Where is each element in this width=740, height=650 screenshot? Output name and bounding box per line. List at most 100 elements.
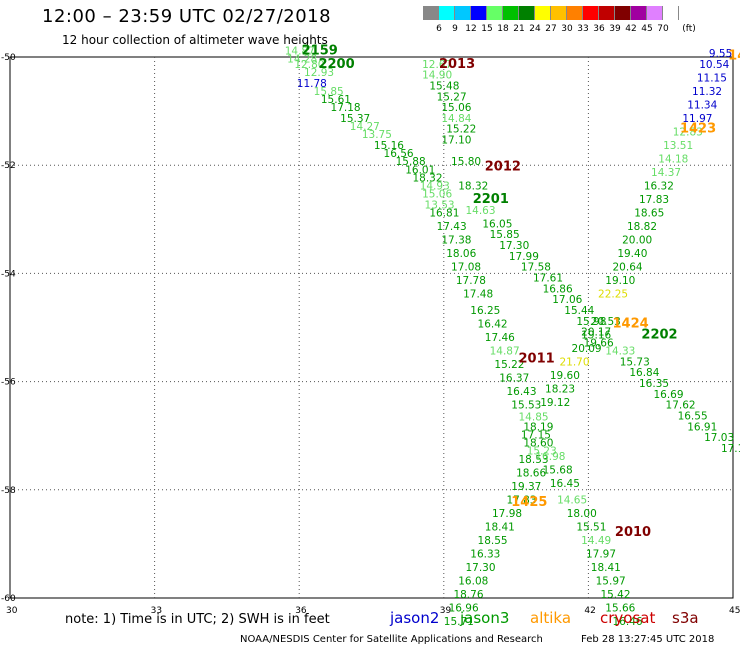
wave-height-value: 16.42: [478, 319, 508, 331]
wave-height-value: 13.75: [362, 129, 392, 141]
wave-height-value: 15.42: [600, 589, 630, 601]
footer-timestamp: Feb 28 13:27:45 UTC 2018: [581, 634, 715, 645]
wave-height-value: 20.53: [591, 316, 621, 328]
wave-height-value: 18.82: [627, 221, 657, 233]
legend-swatch-label: 36: [593, 24, 605, 34]
page-subtitle: 12 hour collection of altimeter wave hei…: [62, 33, 328, 47]
pass-time-label: 2011: [519, 352, 555, 367]
lat-tick-label: -60: [1, 594, 16, 604]
wave-height-value: 19.16: [581, 329, 611, 341]
satellite-label-s3a: s3a: [672, 609, 699, 627]
legend-swatch-label: 42: [625, 24, 637, 34]
wave-height-value: 11.32: [692, 86, 722, 98]
wave-height-value: 17.61: [533, 273, 563, 285]
wave-height-value: 15.73: [620, 356, 650, 368]
wave-height-value: 15.68: [543, 465, 573, 477]
wave-height-value: 17.99: [509, 251, 539, 263]
legend-swatch-label: 6: [436, 24, 442, 34]
wave-height-value: 16.81: [429, 208, 459, 220]
legend-swatch-label: 24: [529, 24, 541, 34]
legend-swatch: [663, 6, 679, 20]
wave-height-value: 16.86: [543, 283, 573, 295]
wave-height-value: 16.46: [613, 616, 643, 628]
wave-height-value: 18.41: [485, 521, 515, 533]
wave-height-value: 15.61: [321, 94, 351, 106]
footer-credit: NOAA/NESDIS Center for Satellite Applica…: [240, 634, 543, 645]
pass-time-label: 2013: [439, 57, 475, 72]
wave-height-value: 18.19: [523, 421, 553, 433]
wave-height-value: 15.48: [429, 80, 459, 92]
wave-height-value: 15.88: [396, 156, 426, 168]
wave-height-value: 17.38: [441, 235, 471, 247]
wave-height-value: 15.98: [576, 316, 606, 328]
wave-height-value: 11.34: [687, 99, 717, 111]
wave-height-value: 15.53: [511, 400, 541, 412]
legend-swatch-label: 21: [513, 24, 525, 34]
wave-height-value: 18.65: [634, 208, 664, 220]
legend-swatch: [631, 6, 647, 20]
wave-height-value: 16.33: [470, 548, 500, 560]
wave-height-value: 14.84: [441, 113, 471, 125]
legend-unit: (ft): [682, 24, 696, 34]
lat-tick-label: -50: [1, 53, 16, 63]
pass-time-label: 2010: [615, 525, 651, 540]
wave-height-value: 14.87: [490, 346, 520, 358]
wave-height-value: 17.43: [437, 221, 467, 233]
wave-height-value: 14.28: [287, 53, 317, 65]
legend-swatch-label: 18: [497, 24, 509, 34]
wave-height-value: 14.27: [350, 121, 380, 133]
legend-swatch: [551, 6, 567, 20]
wave-height-value: 22.25: [598, 289, 628, 301]
wave-height-value: 17.83: [639, 194, 669, 206]
pass-time-label: 2012: [485, 160, 521, 175]
wave-height-value: 12.93: [304, 67, 334, 79]
satellite-label-jason3: jason3: [460, 609, 510, 627]
lon-tick-label: 39: [440, 606, 452, 616]
wave-height-value: 17.58: [521, 262, 551, 274]
wave-height-value: 15.16: [374, 140, 404, 152]
wave-height-value: 16.84: [629, 367, 659, 379]
wave-height-value: 15.97: [596, 575, 626, 587]
lat-tick-label: -52: [1, 161, 16, 171]
legend-swatch: [535, 6, 551, 20]
wave-height-value: 16.55: [678, 410, 708, 422]
pass-time-label: 2201: [473, 192, 509, 207]
wave-height-value: 17.06: [552, 294, 582, 306]
wave-height-value: 17.18: [331, 102, 361, 114]
wave-height-value: 14.49: [581, 535, 611, 547]
wave-height-value: 16.05: [482, 218, 512, 230]
wave-height-value: 17.10: [441, 135, 471, 147]
wave-height-value: 17.78: [456, 275, 486, 287]
pass-time-label: 2200: [318, 57, 354, 72]
wave-height-value: 16.32: [644, 181, 674, 193]
legend-swatch: [583, 6, 599, 20]
wave-height-value: 15.22: [494, 359, 524, 371]
pass-time-label: 1424: [613, 317, 649, 332]
pass-time-label: 1423: [680, 122, 716, 137]
wave-height-value: 16.37: [499, 373, 529, 385]
legend-swatch-label: 33: [577, 24, 589, 34]
wave-height-value: 17.83: [506, 494, 536, 506]
pass-time-label: 1423: [728, 49, 740, 64]
wave-height-value: 17.1: [721, 443, 740, 455]
wave-height-value: 16.69: [653, 389, 683, 401]
legend-swatch: [423, 6, 439, 20]
footer-note: note: 1) Time is in UTC; 2) SWH is in fe…: [65, 612, 330, 627]
wave-height-value: 14.37: [651, 167, 681, 179]
wave-height-value: 15.85: [490, 229, 520, 241]
wave-height-value: 16.01: [405, 164, 435, 176]
wave-height-value: 17.98: [492, 508, 522, 520]
wave-height-value: 18.32: [458, 181, 488, 193]
wave-height-value: 17.15: [521, 429, 551, 441]
wave-height-value: 19.37: [511, 481, 541, 493]
wave-height-value: 15.22: [446, 124, 476, 136]
wave-height-value: 12.80: [294, 59, 324, 71]
wave-height-value: 18.60: [523, 438, 553, 450]
wave-height-value: 20.09: [572, 343, 602, 355]
legend-swatch-label: 30: [561, 24, 573, 34]
wave-height-value: 15.80: [451, 156, 481, 168]
wave-height-value: 20.17: [581, 327, 611, 339]
wave-height-value: 16.45: [550, 478, 580, 490]
wave-height-value: 16.98: [535, 451, 565, 463]
